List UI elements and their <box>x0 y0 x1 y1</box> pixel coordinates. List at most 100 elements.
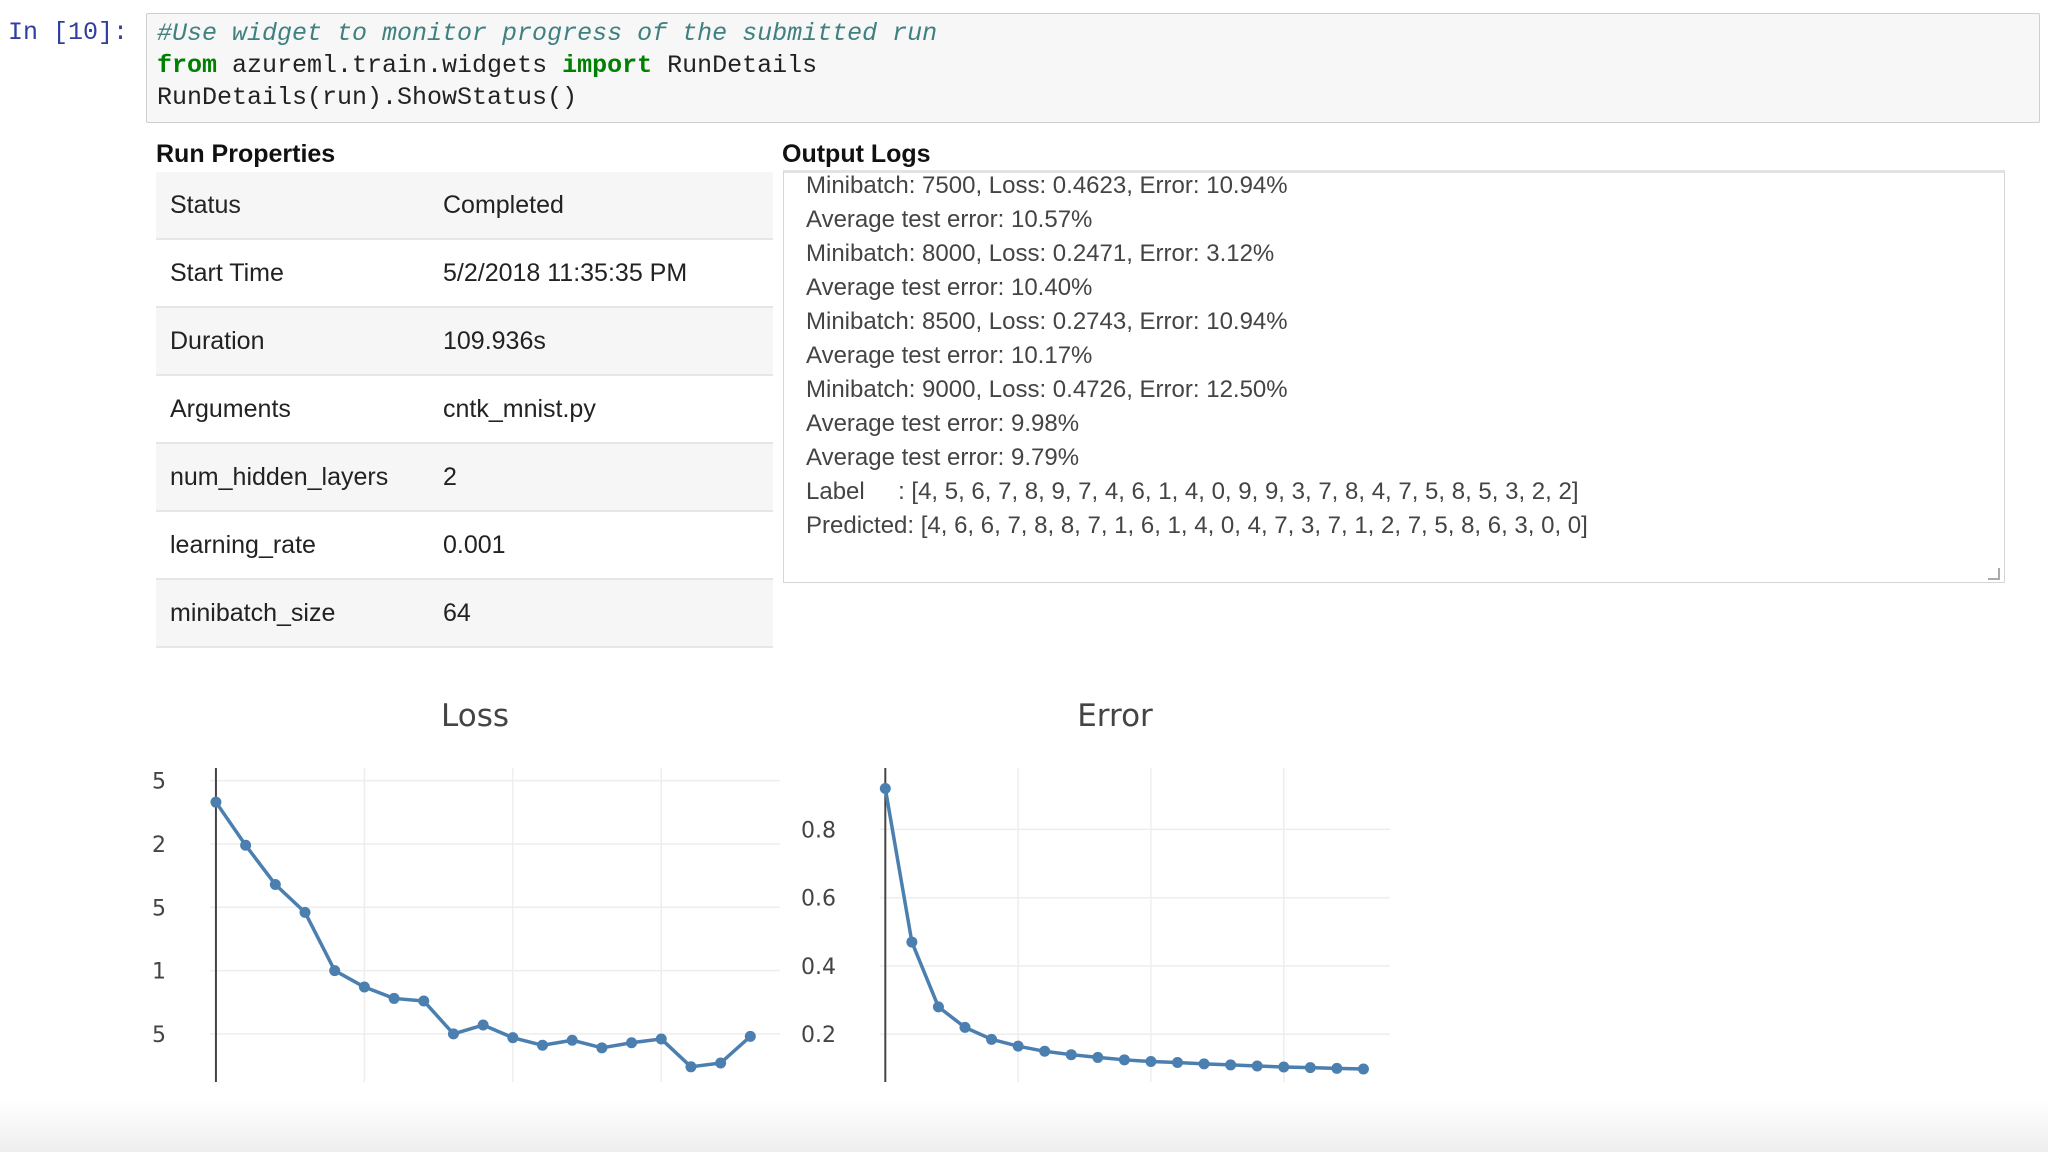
bottom-shade <box>0 1100 2048 1152</box>
loss-chart: Loss0510150.511.522.5 <box>150 698 780 1126</box>
log-line: Minibatch: 9000, Loss: 0.4726, Error: 12… <box>806 376 1288 403</box>
data-point <box>1039 1045 1051 1057</box>
property-value: 2 <box>443 462 457 491</box>
data-point <box>932 1001 944 1013</box>
data-point <box>566 1034 578 1046</box>
imported-name: RunDetails <box>652 51 818 80</box>
data-point <box>477 1019 489 1031</box>
property-row: minibatch_size 64 <box>156 580 773 648</box>
resize-handle-icon[interactable] <box>1988 568 2000 580</box>
property-key: learning_rate <box>170 530 316 559</box>
code-comment: #Use widget to monitor progress of the s… <box>157 19 938 48</box>
y-tick-label: 1 <box>152 960 166 985</box>
code-line-comment: #Use widget to monitor progress of the s… <box>157 18 2029 50</box>
keyword-from: from <box>157 51 218 80</box>
property-value: cntk_mnist.py <box>443 394 596 423</box>
y-tick-label: 0.5 <box>150 1023 166 1048</box>
data-point <box>447 1028 459 1040</box>
code-line-import: from azureml.train.widgets import RunDet… <box>157 50 2029 82</box>
y-tick-label: 0.6 <box>801 887 836 912</box>
code-line-call: RunDetails(run).ShowStatus() <box>157 82 2029 114</box>
data-point <box>537 1039 548 1051</box>
data-point <box>1198 1058 1210 1070</box>
chart-title: Loss <box>441 698 509 734</box>
series-line <box>883 788 1364 1071</box>
log-line: Average test error: 10.40% <box>806 274 1093 301</box>
data-point <box>418 995 430 1007</box>
property-row: Duration 109.936s <box>156 308 773 376</box>
output-logs-panel[interactable]: Minibatch: 7500, Loss: 0.4623, Error: 10… <box>783 170 2005 583</box>
property-row: Arguments cntk_mnist.py <box>156 376 773 444</box>
property-row: Status Completed <box>156 172 773 240</box>
error-chart: Error0510150.20.40.60.8 <box>801 698 1390 1126</box>
property-key: minibatch_size <box>170 598 336 627</box>
y-tick-label: 2 <box>152 833 166 858</box>
output-logs-text: Minibatch: 7500, Loss: 0.4623, Error: 10… <box>806 172 1588 543</box>
y-tick-label: 0.8 <box>801 818 836 843</box>
data-point <box>744 1030 756 1042</box>
data-point <box>879 782 891 794</box>
property-key: Status <box>170 190 241 219</box>
data-point <box>299 906 311 918</box>
y-tick-label: 1.5 <box>150 896 166 921</box>
property-row: learning_rate 0.001 <box>156 512 773 580</box>
property-key: Arguments <box>170 394 291 423</box>
data-point <box>1092 1051 1104 1063</box>
data-point <box>655 1033 667 1045</box>
data-point <box>1251 1060 1263 1072</box>
data-point <box>1118 1054 1130 1066</box>
log-line: Average test error: 9.98% <box>806 410 1080 437</box>
data-point <box>959 1021 971 1033</box>
run-properties-table: Status Completed Start Time 5/2/2018 11:35:… <box>156 172 773 648</box>
data-point <box>596 1042 608 1054</box>
code-cell-editor[interactable]: #Use widget to monitor progress of the s… <box>146 13 2040 123</box>
code-call: RunDetails(run).ShowStatus() <box>157 83 578 112</box>
data-point <box>329 965 341 977</box>
data-point <box>1172 1057 1183 1069</box>
log-line: Minibatch: 7500, Loss: 0.4623, Error: 10… <box>806 172 1288 199</box>
property-row: num_hidden_layers 2 <box>156 444 773 512</box>
property-value: 0.001 <box>443 530 506 559</box>
property-value: Completed <box>443 190 564 219</box>
data-point <box>269 878 281 890</box>
module-name: azureml.train.widgets <box>217 51 563 80</box>
run-properties-title: Run Properties <box>156 140 336 168</box>
property-value: 64 <box>443 598 471 627</box>
log-line: Minibatch: 8000, Loss: 0.2471, Error: 3.… <box>806 240 1275 267</box>
data-point <box>1065 1049 1077 1061</box>
data-point <box>1331 1062 1343 1074</box>
property-row: Start Time 5/2/2018 11:35:35 PM <box>156 240 773 308</box>
data-point <box>210 796 222 808</box>
log-line: Average test error: 10.57% <box>806 206 1093 233</box>
data-point <box>358 981 370 993</box>
keyword-import: import <box>562 51 653 80</box>
log-line: Average test error: 9.79% <box>806 444 1080 471</box>
y-tick-label: 0.4 <box>801 955 836 980</box>
data-point <box>240 839 252 851</box>
data-point <box>715 1057 727 1069</box>
data-point <box>1357 1063 1369 1075</box>
data-point <box>507 1032 519 1044</box>
data-point <box>388 992 400 1004</box>
data-point <box>1278 1061 1290 1073</box>
data-point <box>1012 1040 1024 1052</box>
log-line: Predicted: [4, 6, 6, 7, 8, 8, 7, 1, 6, 1… <box>806 512 1588 539</box>
data-point <box>685 1061 697 1073</box>
chart-title: Error <box>1077 698 1153 734</box>
output-logs-title: Output Logs <box>782 140 931 168</box>
property-key: Duration <box>170 326 265 355</box>
property-key: Start Time <box>170 258 284 287</box>
property-value: 5/2/2018 11:35:35 PM <box>443 258 688 287</box>
log-line: Minibatch: 8500, Loss: 0.2743, Error: 10… <box>806 308 1288 335</box>
cell-prompt: In [10]: <box>8 18 129 47</box>
data-point <box>1304 1062 1316 1074</box>
property-value: 109.936s <box>443 326 546 355</box>
log-line: Average test error: 10.17% <box>806 342 1093 369</box>
y-tick-label: 2.5 <box>150 770 166 795</box>
property-key: num_hidden_layers <box>170 462 389 491</box>
data-point <box>1225 1059 1237 1071</box>
data-point <box>626 1037 638 1049</box>
data-point <box>1145 1056 1157 1068</box>
data-point <box>906 936 918 948</box>
log-line: Label : [4, 5, 6, 7, 8, 9, 7, 4, 6, 1, 4… <box>806 478 1579 505</box>
